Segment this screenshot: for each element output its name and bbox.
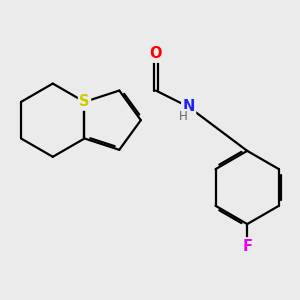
Text: N: N bbox=[182, 99, 195, 114]
Text: S: S bbox=[79, 94, 90, 110]
Text: F: F bbox=[242, 238, 252, 253]
Text: O: O bbox=[150, 46, 162, 62]
Text: H: H bbox=[179, 110, 188, 123]
